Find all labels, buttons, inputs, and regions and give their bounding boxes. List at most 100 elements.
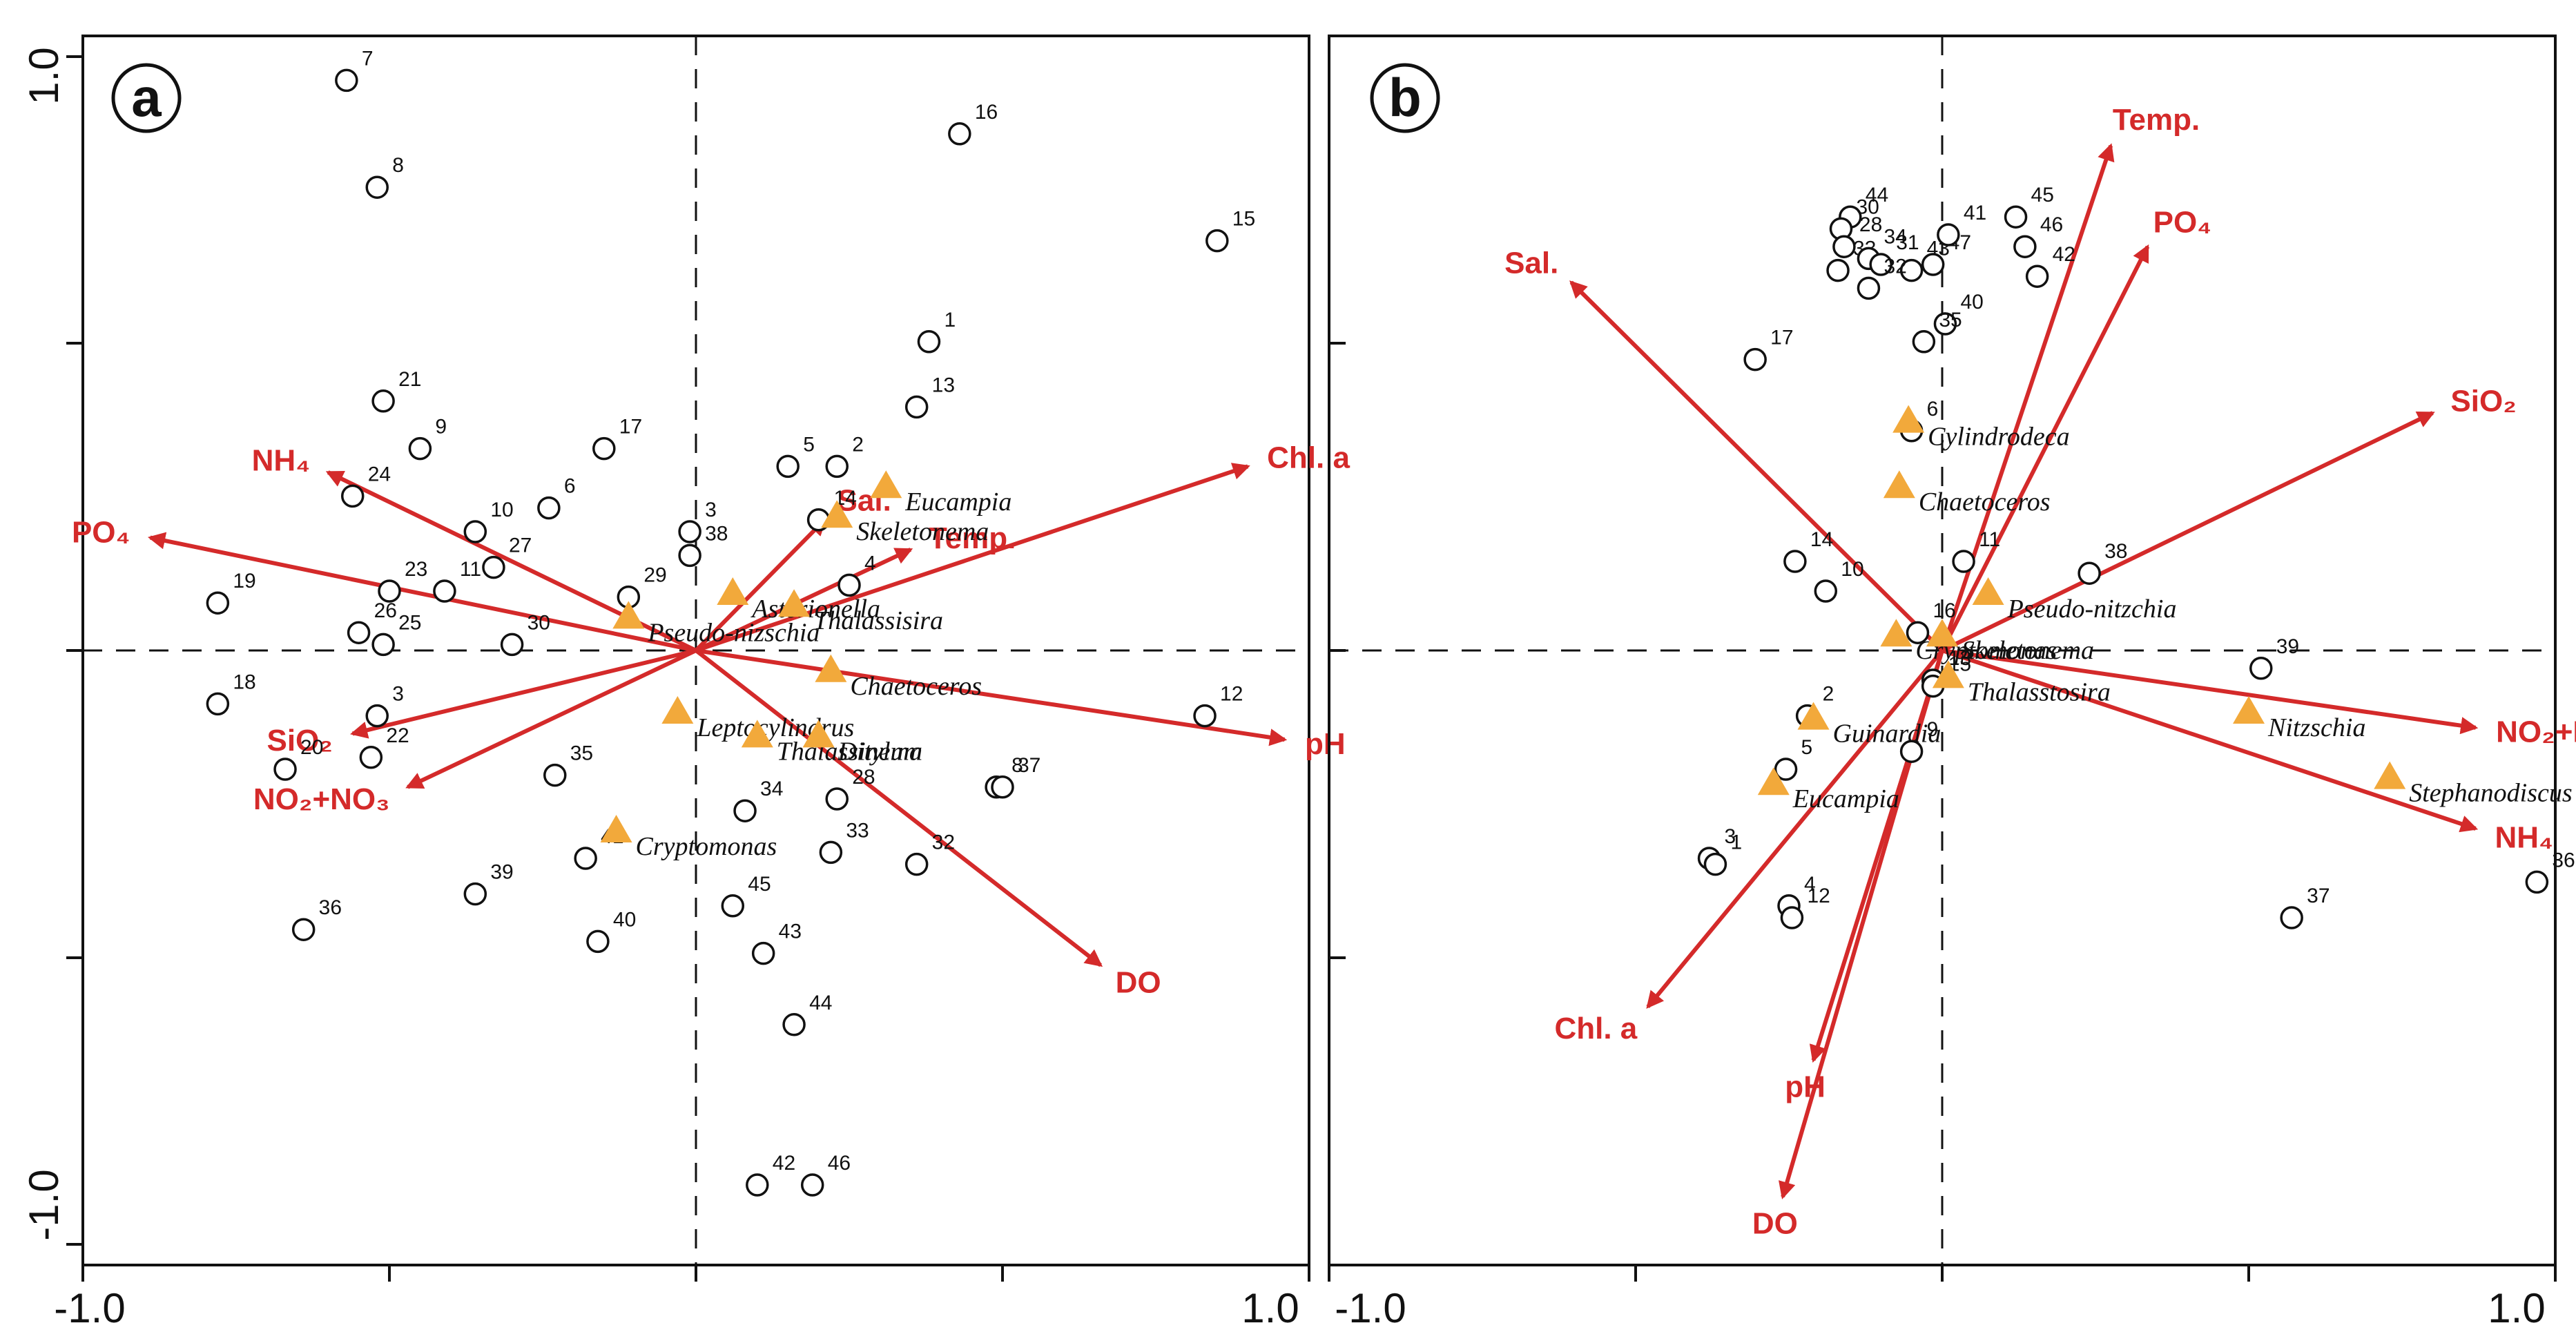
site-point [365, 704, 389, 728]
species-label: Guinardia [1833, 720, 1941, 749]
site-label: 19 [233, 570, 255, 592]
site-point [733, 799, 757, 822]
species-label: Stephanodiscus [2409, 779, 2572, 808]
site-point [1814, 579, 1838, 603]
env-vector-arrow [695, 648, 1288, 746]
site-point [463, 520, 487, 543]
env-vector-arrow [1941, 411, 2435, 653]
site-point [678, 543, 701, 568]
site-point [721, 894, 745, 918]
site-label: 27 [509, 534, 532, 557]
species-marker [821, 500, 853, 528]
site-point [1921, 253, 1945, 276]
panel-b-x-tick-label-max: 1.0 [2488, 1285, 2545, 1331]
site-label: 4 [1804, 873, 1816, 896]
species-label: Pseudo-nitzchia [2007, 595, 2177, 624]
site-point [335, 68, 358, 93]
panel-b-ticks [1328, 342, 2557, 1282]
site-point [500, 633, 524, 657]
site-point [574, 847, 597, 870]
site-label: 6 [564, 475, 576, 498]
site-label: 33 [846, 819, 869, 842]
species-marker [1757, 767, 1790, 795]
site-point [2525, 870, 2549, 894]
site-point [825, 787, 849, 811]
panel-a-badge: a [111, 63, 182, 133]
site-point [206, 591, 230, 615]
site-label: 34 [760, 778, 783, 800]
site-label: 28 [1859, 213, 1882, 236]
site-label: 16 [1933, 599, 1955, 622]
species-label: Chaetoceros [850, 672, 982, 701]
env-vector-arrow [694, 518, 827, 653]
species-label: Eucampia [1792, 784, 1899, 813]
species-label: Ditylum [837, 737, 922, 766]
site-point [837, 573, 861, 597]
env-vector-label: NO₂+NO₃ [253, 782, 390, 816]
site-label: 15 [1232, 208, 1255, 231]
site-point [371, 633, 395, 657]
site-label: 5 [803, 433, 815, 456]
site-label: 35 [1939, 309, 1962, 331]
panel-b-letter: b [1388, 67, 1422, 128]
species-marker [1972, 577, 2004, 605]
site-label: 38 [705, 522, 728, 545]
site-point [1783, 550, 1807, 573]
panel-a-badge-circle [111, 63, 182, 133]
site-label: 26 [374, 599, 397, 622]
site-point [1193, 704, 1217, 728]
panel-b-sites: 4430283334314332474145464240351763811141… [1697, 184, 2575, 929]
site-point [1899, 258, 1924, 282]
site-label: 12 [1220, 683, 1243, 706]
env-vector-label: SiO₂ [267, 724, 332, 758]
env-vector-label: DO [1752, 1207, 1798, 1241]
species-label: Thalassinema [777, 737, 922, 766]
site-point [463, 882, 487, 906]
site-point [592, 436, 616, 461]
site-label: 30 [1856, 195, 1879, 218]
panel-b-species: CylindrodecaChaetocerosPseudo-nitzchiaCr… [1757, 405, 2573, 813]
site-label: 14 [1810, 528, 1833, 551]
site-point [2004, 205, 2028, 229]
site-point [825, 454, 849, 479]
site-label: 40 [1960, 291, 1983, 313]
site-point [273, 758, 297, 781]
site-label: 37 [1018, 754, 1040, 777]
site-point [991, 775, 1014, 799]
site-label: 37 [2307, 885, 2330, 907]
env-vector-arrow [695, 648, 1103, 967]
site-label: 46 [2040, 213, 2063, 236]
site-label: 39 [2276, 635, 2299, 658]
species-marker [717, 577, 749, 605]
species-label: Thalassisira [813, 606, 943, 635]
site-label: 6 [1927, 398, 1939, 421]
env-vector-label: Chl. a [1267, 441, 1350, 475]
species-label: Thalasstosira [1968, 677, 2111, 706]
env-vector-label: Chl. a [1554, 1012, 1637, 1045]
site-point [1912, 330, 1936, 354]
site-label: 46 [828, 1152, 851, 1175]
species-marker [661, 696, 694, 724]
site-label: 1 [944, 309, 956, 331]
panel-a-x-tick-label-max: 1.0 [1241, 1285, 1299, 1331]
species-label: Pseudo-nizschia [647, 618, 820, 647]
species-marker [1880, 619, 1912, 647]
site-point [776, 454, 800, 479]
site-label: 2 [852, 433, 864, 456]
env-vector-label: Temp. [929, 521, 1016, 555]
site-point [543, 763, 567, 787]
panel-a-ticks [66, 55, 1310, 1282]
site-point [378, 579, 401, 603]
site-point [1832, 235, 1856, 258]
site-label: 18 [233, 670, 255, 693]
site-label: 32 [932, 831, 955, 854]
site-label: 17 [1770, 327, 1793, 349]
site-point [206, 692, 230, 716]
site-point [1826, 258, 1850, 282]
species-label: Chaetoceros [1919, 488, 2051, 517]
panel-a-letter: a [131, 67, 162, 128]
site-point [586, 929, 610, 954]
